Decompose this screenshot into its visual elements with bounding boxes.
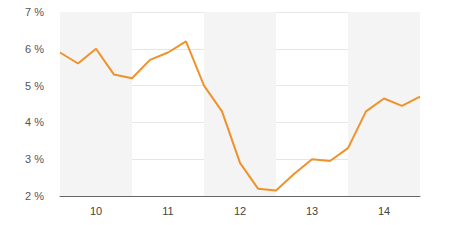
svg-text:10: 10 xyxy=(90,205,102,217)
svg-text:12: 12 xyxy=(234,205,246,217)
svg-text:11: 11 xyxy=(162,205,173,217)
svg-text:2 %: 2 % xyxy=(25,190,44,202)
svg-text:4 %: 4 % xyxy=(25,116,44,128)
svg-text:14: 14 xyxy=(378,205,390,217)
svg-text:6 %: 6 % xyxy=(25,43,44,55)
svg-text:13: 13 xyxy=(306,205,318,217)
svg-text:7 %: 7 % xyxy=(25,6,44,18)
svg-text:3 %: 3 % xyxy=(25,153,44,165)
svg-text:5 %: 5 % xyxy=(25,80,44,92)
